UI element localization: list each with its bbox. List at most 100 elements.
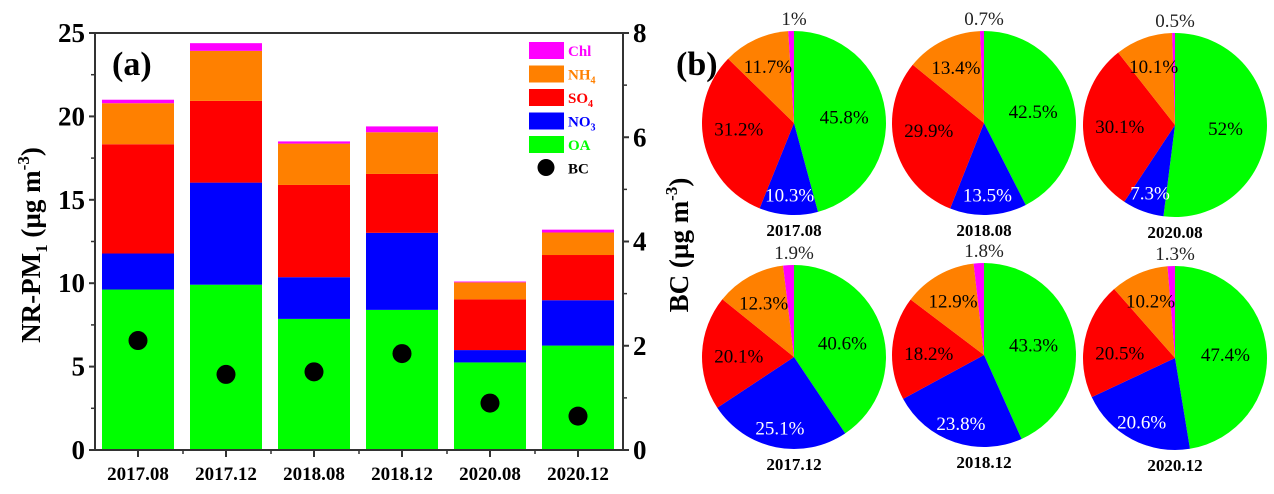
pie-slice-chl (1172, 33, 1175, 125)
bar-stack-2017.08 (102, 99, 174, 450)
pie-label-no3: 25.1% (755, 418, 804, 439)
y2-tick-label: 2 (633, 331, 647, 361)
legend-swatch (529, 89, 564, 106)
bc-point (392, 344, 412, 364)
y-tick-label: 15 (58, 185, 85, 215)
y-axis-title: NR-PM1 (µg m-3) (14, 147, 51, 343)
pie-label-chl: 0.5% (1155, 11, 1195, 32)
pie-2017.08: 45.8% 10.3% 31.2% 11.7% 1% 2017.08 (702, 9, 886, 240)
pie-slice-nh4 (912, 31, 984, 123)
pie-title: 2017.12 (766, 455, 821, 474)
y-tick-label: 10 (58, 268, 85, 298)
pie-label-so4: 30.1% (1095, 117, 1144, 138)
bar-segment-oa (366, 309, 438, 450)
pie-slice-nh4 (728, 31, 794, 123)
bar-segment-nh4 (102, 103, 174, 145)
bar-stack-2020.12 (542, 229, 614, 450)
legend-label: NH4 (568, 68, 596, 87)
pie-2020.08: 52% 7.3% 30.1% 10.1% 0.5% 2020.08 (1082, 11, 1267, 242)
pie-label-no3: 23.8% (936, 414, 985, 435)
pie-slice-so4 (701, 299, 794, 408)
pie-label-so4: 31.2% (714, 120, 763, 141)
legend-marker (537, 159, 555, 176)
bar-segment-no3 (454, 350, 526, 363)
pie-label-so4: 18.2% (904, 344, 953, 365)
pie-slice-so4 (1083, 288, 1175, 398)
bc-point (480, 393, 500, 413)
pie-title: 2018.12 (956, 453, 1011, 472)
bar-segment-chl (278, 141, 350, 144)
pie-label-chl: 1% (781, 9, 807, 30)
pie-slice-chl (979, 31, 984, 123)
bar-segment-oa (542, 345, 614, 450)
pie-slice-no3 (950, 123, 1026, 215)
bar-segment-nh4 (366, 132, 438, 174)
bc-point (216, 364, 236, 384)
pie-slice-so4 (892, 64, 984, 209)
pie-label-nh4: 11.7% (744, 57, 793, 78)
pie-slice-oa (794, 31, 886, 212)
legend-swatch (529, 136, 564, 153)
pie-title: 2020.12 (1147, 456, 1202, 475)
legend-item-bc: BC (537, 159, 589, 178)
pie-label-nh4: 10.2% (1126, 291, 1175, 312)
pie-2020.12: 47.4% 20.6% 20.5% 10.2% 1.3% 2020.12 (1083, 244, 1267, 475)
bar-segment-no3 (102, 253, 174, 290)
y2-tick-label: 4 (633, 227, 647, 257)
bar-segment-no3 (542, 300, 614, 346)
pie-label-nh4: 13.4% (931, 58, 980, 79)
bar-stack-2018.12 (366, 126, 438, 450)
pie-label-so4: 20.1% (714, 347, 763, 368)
pie-label-nh4: 12.3% (739, 293, 788, 314)
bar-stack-2017.12 (190, 43, 262, 450)
x-tick-label: 2017.08 (107, 464, 169, 485)
legend-label: Chl (568, 44, 591, 60)
x-tick-label: 2017.12 (195, 464, 257, 485)
pie-slice-nh4 (1118, 33, 1175, 125)
y-axis-title-left: NR-PM1 (µg m-3) (14, 147, 51, 343)
y-tick-label: 25 (58, 18, 85, 48)
pie-slice-oa (984, 31, 1076, 205)
pie-label-so4: 29.9% (904, 121, 953, 142)
x-tick-label: 2020.08 (459, 464, 521, 485)
pie-slice-no3 (1124, 125, 1175, 217)
y2-tick-label: 0 (633, 435, 647, 465)
bar-segment-chl (190, 43, 262, 51)
pie-label-oa: 47.4% (1201, 345, 1250, 366)
pie-slice-nh4 (722, 265, 794, 357)
pie-label-no3: 20.6% (1117, 413, 1166, 434)
pie-slice-chl (1167, 266, 1175, 358)
pie-2018.08: 42.5% 13.5% 29.9% 13.4% 0.7% 2018.08 (892, 9, 1076, 240)
pie-label-chl: 1.8% (964, 241, 1004, 262)
pie-label-chl: 0.7% (964, 9, 1004, 30)
pie-label-oa: 40.6% (818, 333, 867, 354)
bar-segment-nh4 (190, 50, 262, 101)
legend-item-no3: NO3 (529, 112, 596, 134)
bar-segment-no3 (278, 277, 350, 319)
bar-segment-no3 (190, 182, 262, 285)
bar-segment-nh4 (454, 282, 526, 300)
pie-2017.12: 40.6% 25.1% 20.1% 12.3% 1.9% 2017.12 (701, 243, 886, 474)
bc-point (568, 406, 588, 426)
bar-segment-chl (102, 99, 174, 104)
bc-point (128, 331, 148, 351)
y2-tick-label: 6 (633, 122, 647, 152)
pie-slice-chl (973, 263, 984, 355)
pie-slice-so4 (702, 58, 794, 209)
bar-segment-so4 (190, 100, 262, 183)
bar-stack-2018.08 (278, 141, 350, 450)
pie-slice-so4 (1082, 52, 1175, 202)
bar-segment-so4 (366, 173, 438, 233)
y-tick-label: 0 (72, 435, 86, 465)
legend-label: BC (568, 162, 589, 178)
pie-label-oa: 42.5% (1009, 102, 1058, 123)
legend-item-chl: Chl (529, 42, 591, 60)
bc-scatter (128, 331, 588, 426)
pie-title: 2020.08 (1147, 223, 1202, 242)
legend-label: OA (568, 138, 591, 154)
bar-segment-chl (366, 126, 438, 133)
bar-stack-2020.08 (454, 281, 526, 450)
y-axis-title-right: BC (µg m-3) (662, 178, 694, 313)
pie-slice-oa (1175, 266, 1267, 449)
